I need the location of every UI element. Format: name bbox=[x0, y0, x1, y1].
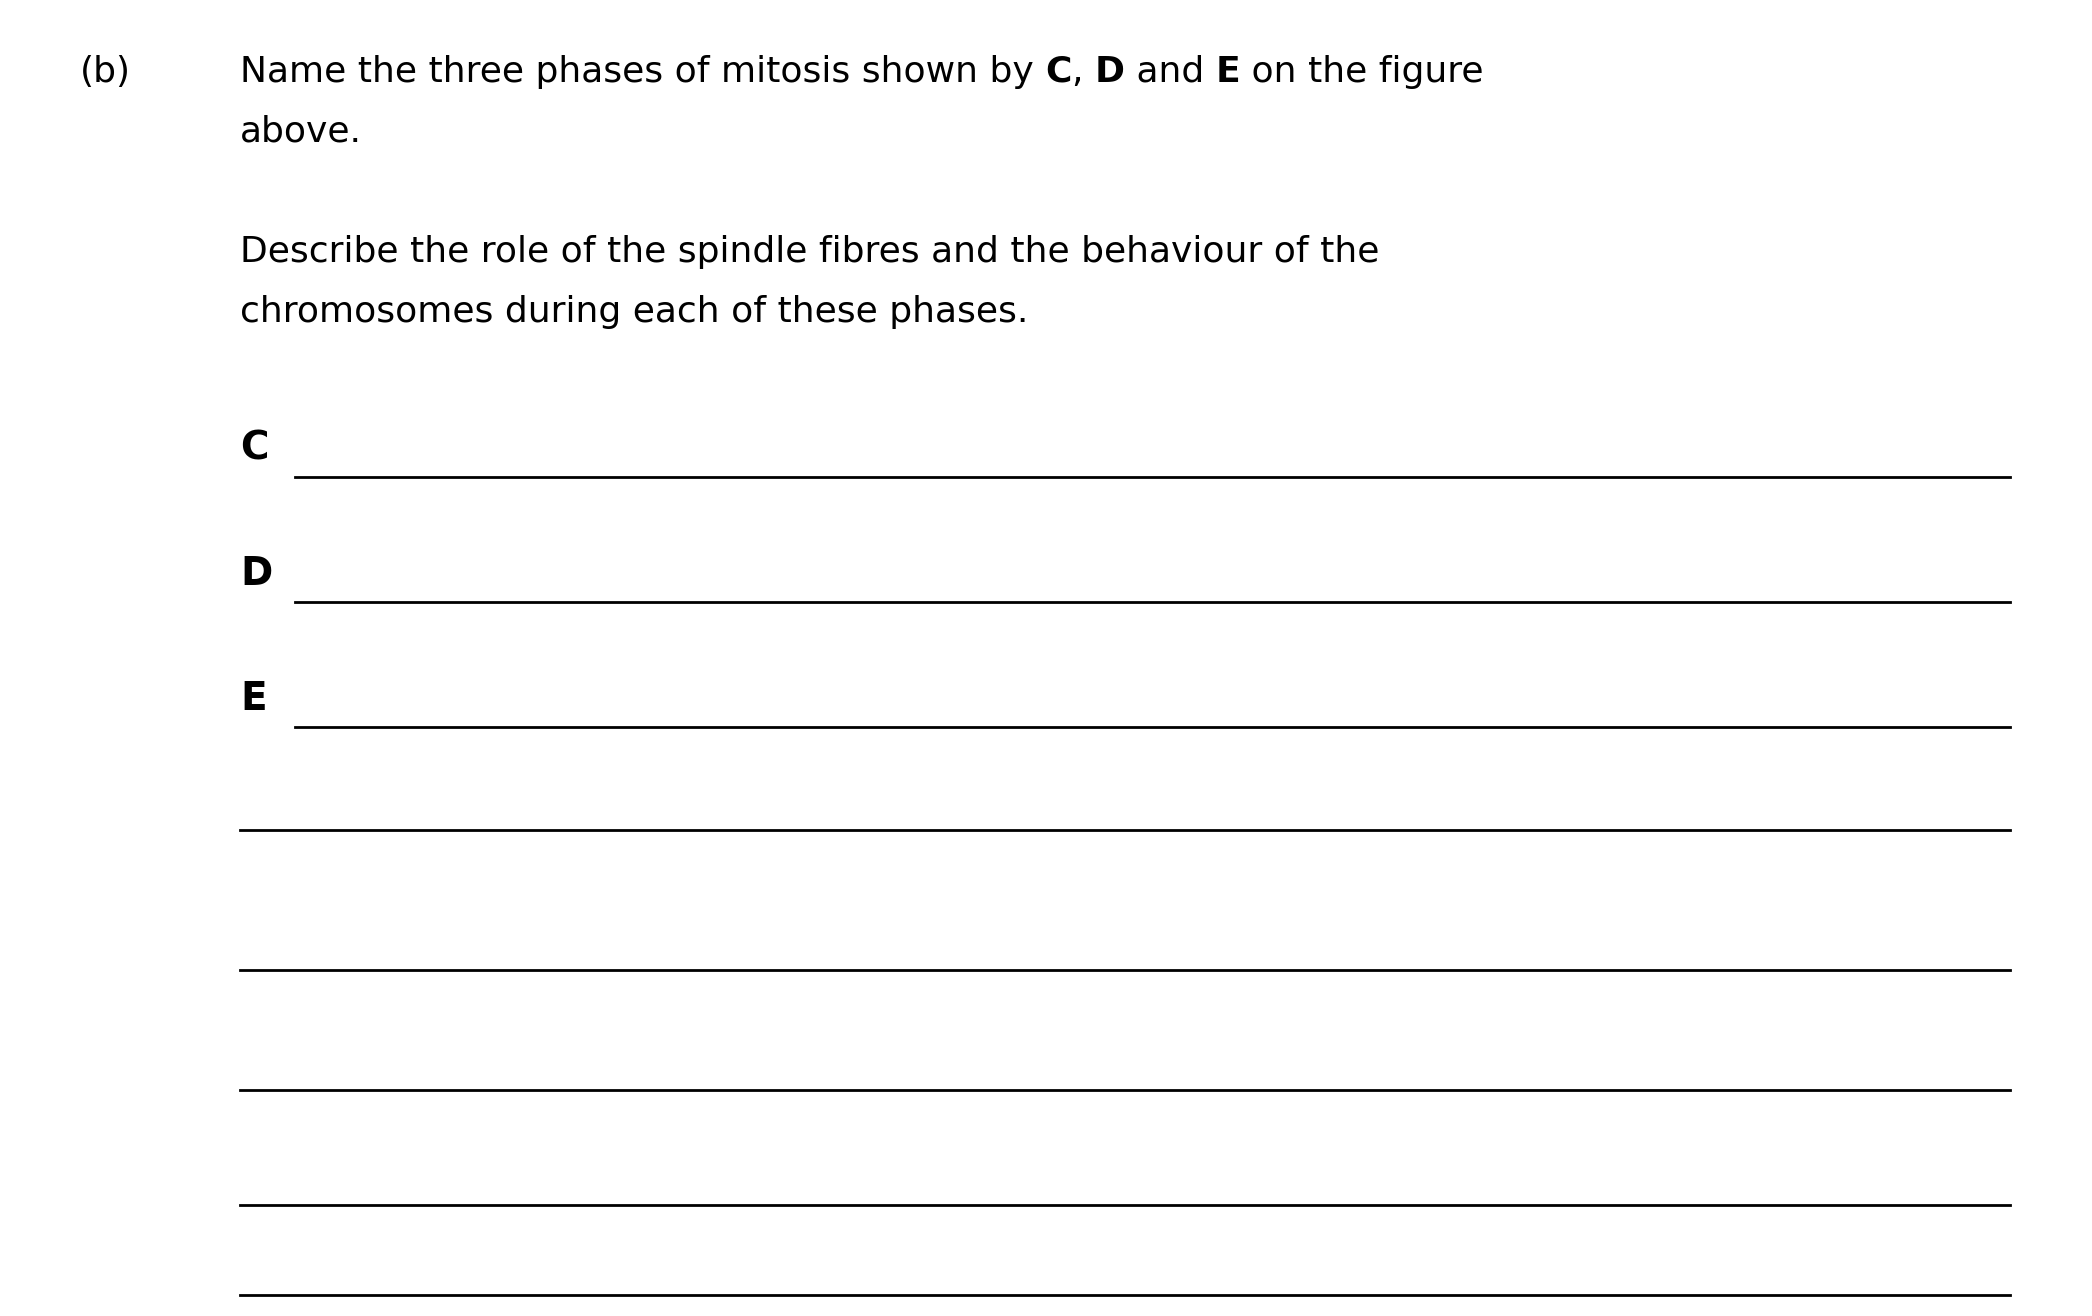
Text: and: and bbox=[1125, 55, 1215, 89]
Text: C: C bbox=[1046, 55, 1071, 89]
Text: ,: , bbox=[1071, 55, 1094, 89]
Text: above.: above. bbox=[241, 114, 362, 149]
Text: D: D bbox=[241, 555, 272, 594]
Text: on the figure: on the figure bbox=[1241, 55, 1483, 89]
Text: chromosomes during each of these phases.: chromosomes during each of these phases. bbox=[241, 295, 1029, 329]
Text: E: E bbox=[1215, 55, 1241, 89]
Text: Name the three phases of mitosis shown by: Name the three phases of mitosis shown b… bbox=[241, 55, 1046, 89]
Text: Describe the role of the spindle fibres and the behaviour of the: Describe the role of the spindle fibres … bbox=[241, 236, 1379, 268]
Text: E: E bbox=[241, 680, 266, 719]
Text: C: C bbox=[241, 430, 268, 468]
Text: (b): (b) bbox=[79, 55, 132, 89]
Text: D: D bbox=[1094, 55, 1125, 89]
